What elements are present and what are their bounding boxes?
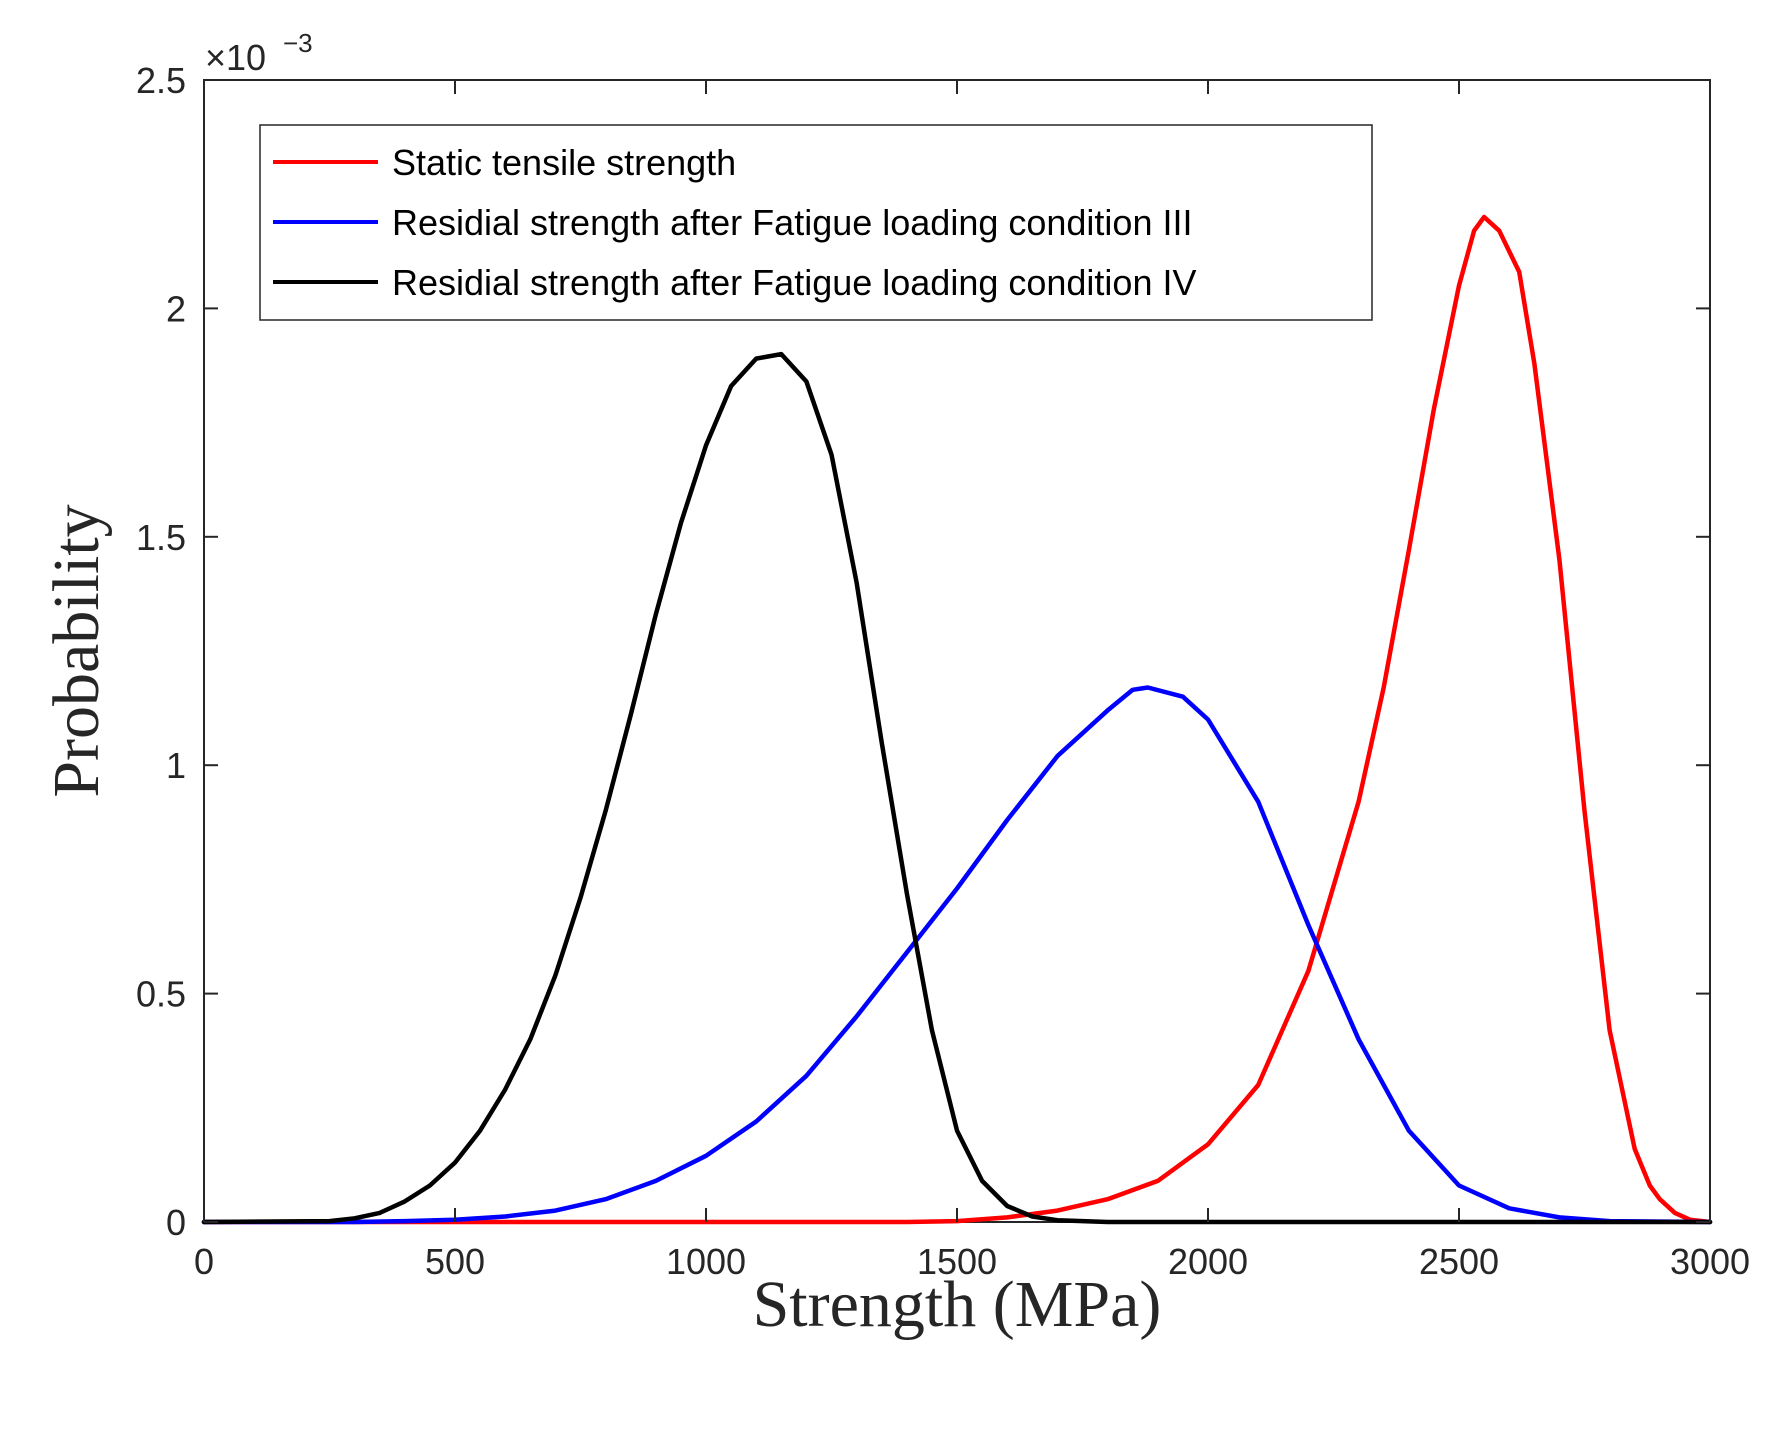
y-tick-label: 1 <box>166 745 186 786</box>
y-axis-title: Probability <box>40 504 113 797</box>
y-tick-label: 0 <box>166 1202 186 1243</box>
series-line-3 <box>201 351 1713 1225</box>
y-exponent-base: ×10 <box>205 37 266 78</box>
axis-ticks: 0 500 1000 1500 2000 2500 3000 0 0.5 1 1.5 2 2.5 <box>136 60 1750 1282</box>
x-tick-label: 1000 <box>666 1241 746 1282</box>
x-tick-label: 2000 <box>1168 1241 1248 1282</box>
x-axis-title: Strength (MPa) <box>753 1268 1162 1341</box>
x-tick-label: 3000 <box>1670 1241 1750 1282</box>
legend-label-condition-iv: Residial strength after Fatigue loading … <box>392 262 1196 303</box>
series-line-2 <box>201 685 1713 1225</box>
y-tick-label: 2.5 <box>136 60 186 101</box>
y-tick-label: 1.5 <box>136 517 186 558</box>
curves <box>201 214 1713 1225</box>
legend: Static tensile strength Residial strengt… <box>259 124 1373 321</box>
x-tick-label: 0 <box>194 1241 214 1282</box>
series-line-1 <box>201 214 1713 1225</box>
legend-label-condition-iii: Residial strength after Fatigue loading … <box>392 202 1192 243</box>
y-tick-label: 0.5 <box>136 974 186 1015</box>
legend-label-static: Static tensile strength <box>392 142 736 183</box>
legend-box <box>259 124 1373 321</box>
y-tick-label: 2 <box>166 288 186 329</box>
y-exponent-power: −3 <box>283 28 313 58</box>
x-tick-label: 2500 <box>1419 1241 1499 1282</box>
x-tick-label: 1500 <box>917 1241 997 1282</box>
x-tick-label: 500 <box>425 1241 485 1282</box>
